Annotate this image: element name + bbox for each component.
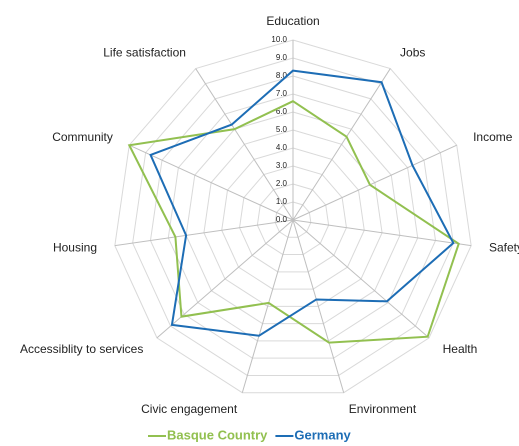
grid-ring <box>114 39 472 394</box>
axis-label: Income <box>473 130 513 144</box>
axis-spoke <box>114 219 294 247</box>
axis-label: Safety <box>489 240 519 254</box>
axis-spoke <box>292 219 345 393</box>
axis-spoke <box>292 144 457 221</box>
grid-ring <box>203 129 383 307</box>
tick-label: 9.0 <box>276 53 288 62</box>
axis-spoke <box>292 68 391 221</box>
axis-spoke <box>292 219 430 339</box>
axis-spoke <box>195 68 294 221</box>
tick-label: 3.0 <box>276 161 288 170</box>
axis-label: Environment <box>349 402 417 416</box>
tick-label: 5.0 <box>276 125 288 134</box>
axis-spoke <box>129 144 294 221</box>
tick-label: 6.0 <box>276 107 288 116</box>
axis-label: Life satisfaction <box>103 46 186 60</box>
axis-label: Accessiblity to services <box>20 342 143 356</box>
grid-ring <box>185 111 401 325</box>
axis-spoke <box>241 219 294 393</box>
tick-label: 4.0 <box>276 143 288 152</box>
axis-label: Housing <box>53 240 97 254</box>
axis-label: Community <box>52 130 113 144</box>
tick-label: 10.0 <box>271 35 287 44</box>
grid-ring <box>167 93 419 342</box>
legend-label: Basque Country <box>167 427 268 442</box>
tick-label: 7.0 <box>276 89 288 98</box>
tick-label: 8.0 <box>276 71 288 80</box>
series-line <box>149 69 455 337</box>
axis-label: Education <box>266 14 319 28</box>
axis-spoke <box>156 219 294 339</box>
tick-label: 0.0 <box>276 215 288 224</box>
grid-ring <box>149 75 437 359</box>
axis-label: Civic engagement <box>141 402 238 416</box>
legend-label: Germany <box>294 427 351 442</box>
tick-label: 2.0 <box>276 179 288 188</box>
grid-ring <box>221 147 365 290</box>
axis-label: Jobs <box>400 46 425 60</box>
series-line <box>127 100 460 344</box>
axis-spoke <box>292 219 472 247</box>
tick-label: 1.0 <box>276 197 288 206</box>
axis-label: Health <box>443 342 478 356</box>
grid-ring <box>256 183 330 256</box>
grid-ring <box>239 165 347 273</box>
grid-ring <box>274 201 312 238</box>
